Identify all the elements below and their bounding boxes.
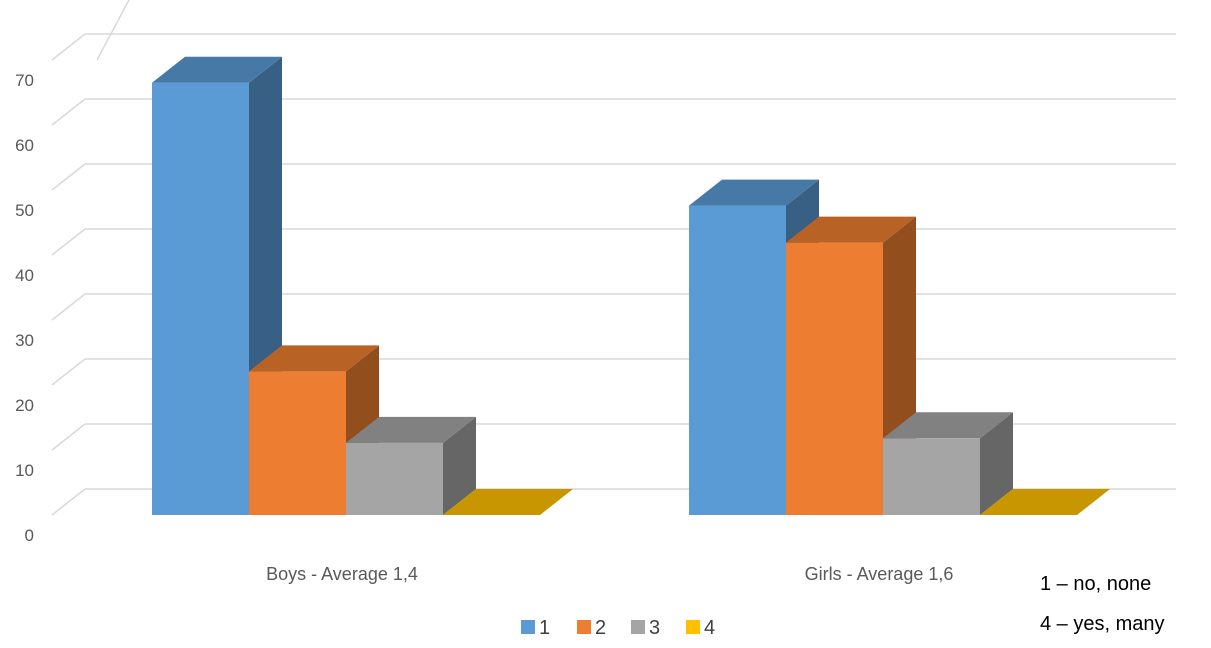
bar-top-face — [980, 489, 1110, 515]
bar-top-face — [443, 489, 573, 515]
category-label: Girls - Average 1,6 — [805, 564, 954, 584]
legend: 1 2 3 4 — [521, 617, 715, 639]
legend-swatch — [521, 620, 535, 634]
bar-front-face — [883, 438, 980, 515]
bar-boys-series-4 — [443, 489, 573, 515]
gridline-side — [96, 0, 130, 61]
scale-note-line-1: 1 – no, none — [1040, 573, 1151, 595]
legend-item-2: 2 — [577, 617, 606, 639]
bar-boys-series-3 — [346, 416, 476, 515]
y-tick-label: 20 — [15, 396, 34, 415]
bar-front-face — [689, 205, 786, 515]
bar-side-face — [443, 416, 476, 515]
scale-note: 1 – no, none 4 – yes, many — [1040, 573, 1165, 635]
legend-item-1: 1 — [521, 617, 550, 639]
x-axis-category-labels: Boys - Average 1,4 Girls - Average 1,6 — [266, 564, 953, 584]
legend-label: 3 — [649, 617, 660, 639]
y-axis-ticks: 0 10 20 30 40 50 60 70 — [15, 71, 34, 545]
legend-swatch — [631, 620, 645, 634]
bar-top-face — [786, 216, 916, 243]
legend-label: 4 — [704, 617, 715, 639]
category-label: Boys - Average 1,4 — [266, 564, 418, 584]
scale-note-line-2: 4 – yes, many — [1040, 613, 1165, 635]
gridline-side — [51, 98, 86, 126]
bar-top-face — [152, 56, 282, 83]
y-tick-label: 50 — [15, 201, 34, 220]
legend-swatch — [577, 620, 591, 634]
y-tick-label: 70 — [15, 71, 34, 90]
gridline-side — [51, 423, 86, 451]
y-tick-label: 60 — [15, 136, 34, 155]
bar-front-face — [786, 242, 883, 515]
gridline-side — [51, 358, 86, 386]
bars — [152, 56, 1110, 515]
bar-top-face — [346, 416, 476, 443]
legend-item-3: 3 — [631, 617, 660, 639]
gridline-side — [51, 293, 86, 321]
y-tick-label: 30 — [15, 331, 34, 350]
gridline-side — [51, 228, 86, 256]
bar-girls-series-2 — [786, 216, 916, 515]
gridline-side — [51, 33, 86, 61]
legend-swatch — [686, 620, 700, 634]
bar-front-face — [152, 82, 249, 515]
legend-item-4: 4 — [686, 617, 715, 639]
bar-side-face — [980, 412, 1013, 515]
gridline-side — [51, 163, 86, 191]
legend-label: 1 — [539, 617, 550, 639]
gridline-side — [51, 488, 86, 516]
legend-label: 2 — [595, 617, 606, 639]
bar-top-face — [689, 179, 819, 206]
bar-front-face — [249, 371, 346, 515]
bar-girls-series-3 — [883, 412, 1013, 515]
y-tick-label: 40 — [15, 266, 34, 285]
y-tick-label: 10 — [15, 461, 34, 480]
y-tick-label: 0 — [25, 526, 34, 545]
bar-girls-series-4 — [980, 489, 1110, 515]
bar-front-face — [346, 442, 443, 515]
bar-top-face — [249, 345, 379, 372]
bar-top-face — [883, 412, 1013, 439]
